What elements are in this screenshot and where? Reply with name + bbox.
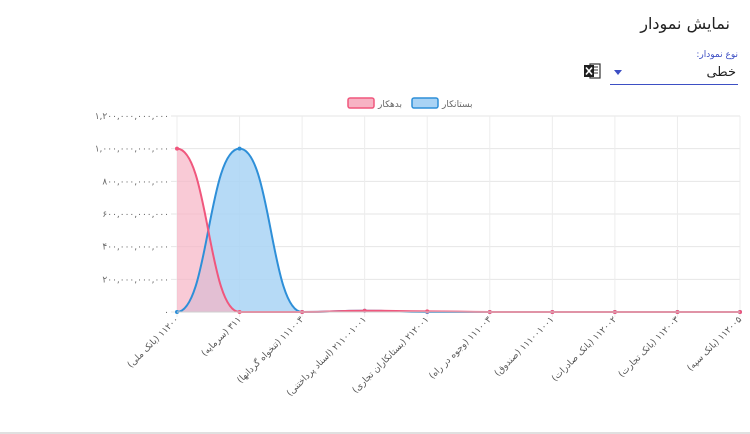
chart-type-select[interactable]: نوع نمودار: خطی xyxy=(610,50,738,85)
y-tick-label: ۲۰۰,۰۰۰,۰۰۰,۰۰۰ xyxy=(102,275,169,285)
x-tick-label: (بانک ملی) ۱۱۲۰۰ xyxy=(126,315,181,370)
bottom-divider xyxy=(0,432,750,434)
y-tick-label: ۰ xyxy=(164,308,169,318)
y-tick-label: ۱,۰۰۰,۰۰۰,۰۰۰,۰۰۰ xyxy=(95,145,169,155)
chevron-down-icon[interactable] xyxy=(614,70,622,75)
x-tick-label: (وجوه در راه) ۱۱۱۰۰۳ xyxy=(428,315,494,381)
excel-export-icon[interactable] xyxy=(583,62,601,80)
y-tick-label: ۸۰۰,۰۰۰,۰۰۰,۰۰۰ xyxy=(102,177,169,187)
legend-swatch-creditor xyxy=(411,97,439,109)
legend-swatch-debtor xyxy=(347,97,375,109)
x-tick-label: (بانک صادرات) ۱۱۲۰۰۲ xyxy=(550,315,619,384)
x-tick-label: (تنخواه گردانها) ۱۱۱۰۰۳ xyxy=(234,314,306,386)
x-tick-label: (صندوق) ۱۱۱۰۰۱۰۰۱ xyxy=(493,315,557,379)
chart-type-value: خطی xyxy=(706,65,736,80)
data-point-debtor xyxy=(425,309,430,314)
series-area-creditor xyxy=(177,148,740,312)
legend-label-creditor: بستانکار xyxy=(441,100,473,110)
x-tick-label: (سرمایه) ۳۱۱ xyxy=(200,315,244,359)
chart-type-box[interactable]: خطی xyxy=(610,62,738,85)
chart-type-label: نوع نمودار: xyxy=(696,50,738,60)
y-tick-label: ۶۰۰,۰۰۰,۰۰۰,۰۰۰ xyxy=(102,210,169,220)
y-tick-label: ۴۰۰,۰۰۰,۰۰۰,۰۰۰ xyxy=(102,243,169,253)
page-title: نمایش نمودار xyxy=(640,14,730,33)
data-point-creditor xyxy=(237,146,242,151)
x-tick-label: (بانک تجارت) ۱۱۲۰۰۳ xyxy=(617,315,682,380)
data-point-debtor xyxy=(175,146,179,151)
x-tick-label: (بانک سپه) ۱۱۲۰۰۵ xyxy=(686,315,745,374)
legend-label-debtor: بدهکار xyxy=(377,100,402,110)
balance-area-chart: ۰ ۲۰۰,۰۰۰,۰۰۰,۰۰۰ ۴۰۰,۰۰۰,۰۰۰,۰۰۰ ۶۰۰,۰۰۰,۰… xyxy=(95,97,745,399)
y-tick-label: ۱,۲۰۰,۰۰۰,۰۰۰,۰۰۰ xyxy=(95,112,169,122)
